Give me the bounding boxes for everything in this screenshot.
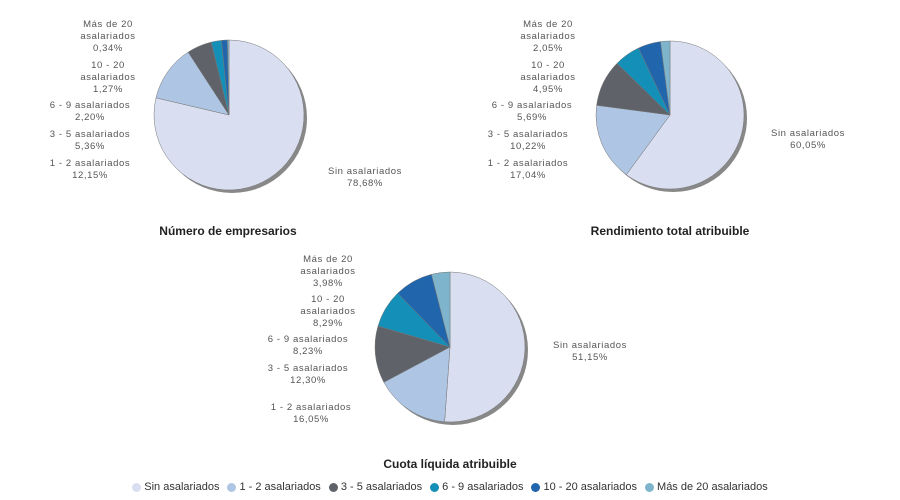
slice-label-name: Sin asalariados xyxy=(328,166,402,177)
pie-slice[interactable] xyxy=(595,105,671,176)
slice-label: 3 - 5 asalariados 10,22% xyxy=(488,129,568,153)
legend-label: Más de 20 asalariados xyxy=(657,481,768,493)
slice-label-name: 10 - 20 asalariados xyxy=(520,60,576,83)
slice-label: 10 - 20 asalariados 4,95% xyxy=(512,60,584,96)
slice-label: Sin asalariados 60,05% xyxy=(771,128,845,152)
slice-label: 6 - 9 asalariados 2,20% xyxy=(50,100,130,124)
legend-item[interactable]: Más de 20 asalariados xyxy=(645,481,768,493)
slice-label-value: 1,27% xyxy=(93,84,123,95)
slice-label-name: 1 - 2 asalariados xyxy=(487,158,569,169)
slice-label: Más de 20 asalariados 0,34% xyxy=(72,19,144,55)
pie-slice[interactable] xyxy=(660,40,671,116)
legend-swatch-icon xyxy=(328,482,338,492)
legend-label: 6 - 9 asalariados xyxy=(442,481,524,493)
slice-label-name: Más de 20 asalariados xyxy=(300,254,356,277)
pie-slice[interactable] xyxy=(383,346,451,423)
slice-label: Más de 20 asalariados 3,98% xyxy=(292,254,364,290)
legend-item[interactable]: 6 - 9 asalariados xyxy=(430,481,523,493)
pie-slice[interactable] xyxy=(374,325,451,383)
slice-label-value: 8,29% xyxy=(313,318,343,329)
slice-label-value: 17,04% xyxy=(510,170,546,181)
slice-label: Sin asalariados 51,15% xyxy=(553,340,627,364)
legend-swatch-icon xyxy=(430,482,440,492)
chart-title: Rendimiento total atribuible xyxy=(590,224,750,238)
pie-slice[interactable] xyxy=(625,40,745,190)
slice-label-name: 10 - 20 asalariados xyxy=(80,60,136,83)
slice-label: 10 - 20 asalariados 8,29% xyxy=(292,294,364,330)
slice-label-value: 16,05% xyxy=(293,414,329,425)
slice-label-name: 1 - 2 asalariados xyxy=(49,158,131,169)
slice-label-name: Sin asalariados xyxy=(553,340,627,351)
slice-label-value: 3,98% xyxy=(313,278,343,289)
legend-swatch-icon xyxy=(531,482,541,492)
pie-slice[interactable] xyxy=(444,271,526,423)
slice-label: Más de 20 asalariados 2,05% xyxy=(512,19,584,55)
slice-label-name: 1 - 2 asalariados xyxy=(270,402,352,413)
chart-title: Número de empresarios xyxy=(159,224,297,238)
legend-label: 10 - 20 asalariados xyxy=(543,481,638,493)
slice-label: 1 - 2 asalariados 16,05% xyxy=(271,402,351,426)
legend-label: 1 - 2 asalariados xyxy=(239,481,321,493)
slice-label-name: Más de 20 asalariados xyxy=(520,19,576,42)
legend-item[interactable]: 3 - 5 asalariados xyxy=(328,481,423,493)
slice-label-value: 78,68% xyxy=(347,178,383,189)
slice-label: 6 - 9 asalariados 5,69% xyxy=(492,100,572,124)
slice-label: 1 - 2 asalariados 12,15% xyxy=(50,158,130,182)
slice-label-value: 60,05% xyxy=(790,140,826,151)
legend-item[interactable]: 1 - 2 asalariados xyxy=(227,481,321,493)
legend-swatch-icon xyxy=(132,482,142,492)
legend-label: Sin asalariados xyxy=(144,481,220,493)
slice-label-value: 5,36% xyxy=(75,141,105,152)
slice-label-value: 2,20% xyxy=(75,112,105,123)
slice-label-value: 12,30% xyxy=(290,375,326,386)
legend-item[interactable]: Sin asalariados xyxy=(132,481,219,493)
chart-title: Cuota líquida atribuible xyxy=(383,457,517,471)
legend-item[interactable]: 10 - 20 asalariados xyxy=(531,481,637,493)
legend-swatch-icon xyxy=(645,482,655,492)
legend: Sin asalariados 1 - 2 asalariados 3 - 5 as… xyxy=(0,481,900,493)
slice-label-name: 6 - 9 asalariados xyxy=(267,334,349,345)
slice-label: 1 - 2 asalariados 17,04% xyxy=(488,158,568,182)
slice-label-name: Sin asalariados xyxy=(771,128,845,139)
slice-label-name: 3 - 5 asalariados xyxy=(49,129,131,140)
slice-label-value: 4,95% xyxy=(533,84,563,95)
slice-label: 6 - 9 asalariados 8,23% xyxy=(268,334,348,358)
legend-label: 3 - 5 asalariados xyxy=(340,481,423,493)
slice-label-value: 51,15% xyxy=(572,352,608,363)
slice-label-name: 6 - 9 asalariados xyxy=(49,100,131,111)
slice-label-value: 10,22% xyxy=(510,141,546,152)
pie-slice[interactable] xyxy=(431,271,451,348)
slice-label: Sin asalariados 78,68% xyxy=(328,166,402,190)
slice-label-value: 12,15% xyxy=(72,170,108,181)
slice-label-name: Más de 20 asalariados xyxy=(80,19,136,42)
legend-swatch-icon xyxy=(227,482,237,492)
slice-label-name: 10 - 20 asalariados xyxy=(300,294,356,317)
slice-label-value: 2,05% xyxy=(533,43,563,54)
slice-label: 10 - 20 asalariados 1,27% xyxy=(72,60,144,96)
slice-label-value: 8,23% xyxy=(293,346,323,357)
slice-label-value: 5,69% xyxy=(517,112,547,123)
pie-slice[interactable] xyxy=(227,39,230,116)
slice-label-name: 3 - 5 asalariados xyxy=(487,129,569,140)
slice-label-name: 6 - 9 asalariados xyxy=(491,100,573,111)
slice-label: 3 - 5 asalariados 12,30% xyxy=(268,363,348,387)
slice-label: 3 - 5 asalariados 5,36% xyxy=(50,129,130,153)
slice-label-name: 3 - 5 asalariados xyxy=(267,363,349,374)
slice-label-value: 0,34% xyxy=(93,43,123,54)
